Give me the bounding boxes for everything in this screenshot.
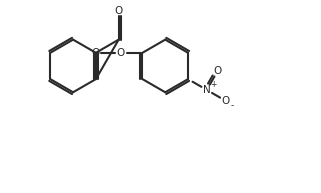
Text: -: -: [231, 101, 234, 110]
Text: O: O: [92, 48, 100, 58]
Text: O: O: [221, 96, 230, 106]
Text: O: O: [117, 48, 125, 58]
Text: O: O: [115, 6, 123, 16]
Text: O: O: [213, 66, 222, 76]
Text: N: N: [203, 85, 211, 95]
Text: +: +: [210, 80, 216, 89]
